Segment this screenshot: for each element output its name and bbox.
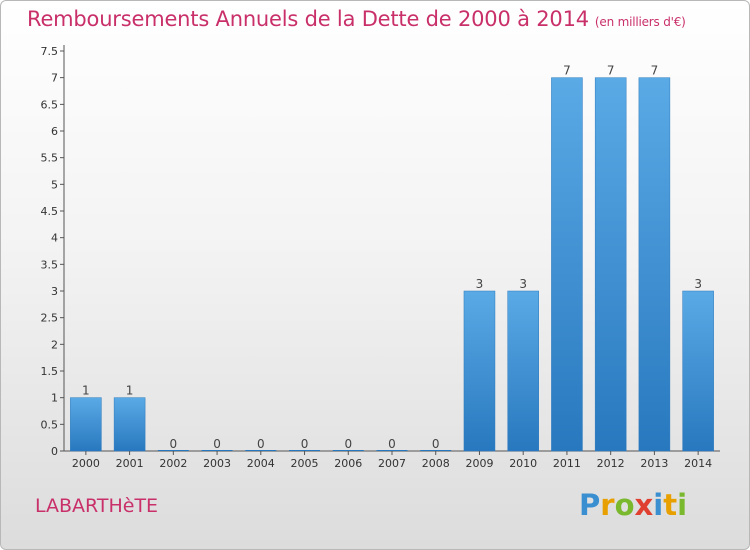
y-tick-label: 5 — [51, 178, 58, 191]
data-label: 3 — [519, 277, 527, 291]
commune-name: LABARTHèTE — [35, 495, 159, 517]
logo-letter: x — [634, 488, 654, 522]
data-label: 7 — [607, 64, 615, 78]
logo-letter: t — [663, 488, 678, 522]
bar-2006 — [332, 450, 364, 451]
x-tick-label: 2005 — [291, 457, 319, 470]
y-tick-label: 1 — [51, 392, 58, 405]
data-label: 3 — [476, 277, 484, 291]
bar-2011 — [551, 77, 583, 452]
data-label: 7 — [651, 64, 659, 78]
x-tick-label: 2010 — [509, 457, 537, 470]
bar-2002 — [157, 450, 189, 451]
bar-2003 — [201, 450, 233, 451]
y-tick-label: 0 — [51, 445, 58, 458]
bar-2008 — [420, 450, 452, 451]
bar-2001 — [113, 397, 146, 452]
y-tick-label: 6.5 — [41, 98, 59, 111]
data-label: 0 — [432, 437, 440, 451]
bar-2010 — [507, 290, 539, 452]
y-tick-label: 2 — [51, 338, 58, 351]
data-label: 7 — [563, 64, 571, 78]
x-tick-label: 2011 — [553, 457, 581, 470]
y-tick-label: 5.5 — [41, 152, 59, 165]
bar-2000 — [70, 397, 102, 452]
y-tick-label: 2.5 — [41, 312, 59, 325]
x-tick-label: 2008 — [422, 457, 450, 470]
bar-2013 — [638, 77, 671, 452]
data-label: 0 — [213, 437, 221, 451]
logo-letter: o — [614, 488, 635, 522]
y-tick-label: 1.5 — [41, 365, 59, 378]
x-tick-label: 2002 — [159, 457, 187, 470]
logo-letter: i — [677, 488, 688, 522]
y-tick-label: 3 — [51, 285, 58, 298]
y-tick-label: 3.5 — [41, 258, 59, 271]
data-label: 0 — [301, 437, 309, 451]
x-tick-label: 2003 — [203, 457, 231, 470]
x-tick-label: 2000 — [72, 457, 100, 470]
data-label: 0 — [257, 437, 265, 451]
data-label: 1 — [82, 384, 90, 398]
logo-letter: P — [579, 488, 601, 522]
x-tick-label: 2014 — [684, 457, 712, 470]
x-tick-label: 2013 — [640, 457, 668, 470]
data-label: 0 — [388, 437, 396, 451]
bar-2014 — [682, 290, 714, 452]
proxiti-logo: Proxiti — [579, 488, 687, 522]
y-tick-label: 7 — [51, 72, 58, 85]
y-tick-label: 0.5 — [41, 418, 59, 431]
bar-2007 — [376, 450, 408, 451]
x-tick-label: 2012 — [597, 457, 625, 470]
data-label: 0 — [344, 437, 352, 451]
data-label: 0 — [170, 437, 178, 451]
chart-title: Remboursements Annuels de la Dette de 20… — [27, 7, 686, 31]
chart-unit: (en milliers d'€) — [594, 15, 686, 29]
x-tick-label: 2007 — [378, 457, 406, 470]
chart-title-text: Remboursements Annuels de la Dette de 20… — [27, 7, 589, 31]
x-tick-label: 2009 — [465, 457, 493, 470]
bar-2012 — [594, 77, 627, 452]
logo-letter: r — [600, 488, 615, 522]
y-tick-label: 4 — [51, 232, 58, 245]
data-label: 1 — [126, 384, 134, 398]
x-tick-label: 2001 — [116, 457, 144, 470]
x-tick-label: 2004 — [247, 457, 275, 470]
bar-2009 — [463, 290, 496, 452]
x-tick-label: 2006 — [334, 457, 362, 470]
data-label: 3 — [694, 277, 702, 291]
y-tick-label: 4.5 — [41, 205, 59, 218]
y-tick-label: 6 — [51, 125, 58, 138]
logo-letter: i — [653, 488, 664, 522]
bar-2004 — [245, 450, 277, 451]
bar-2005 — [289, 450, 321, 451]
y-tick-label: 7.5 — [41, 45, 59, 58]
